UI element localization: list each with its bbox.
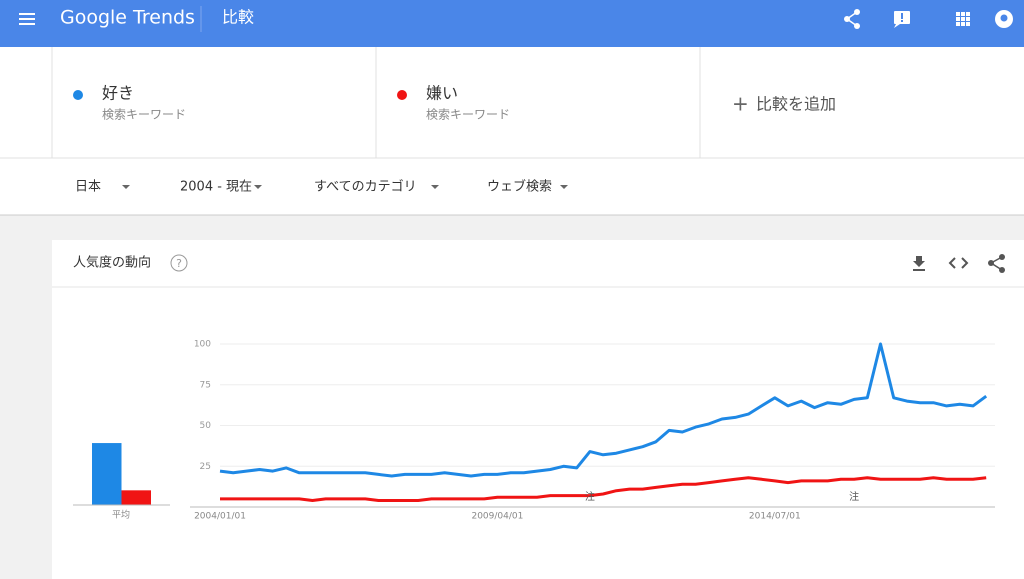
filter[interactable]: すべてのカテゴリ (314, 179, 417, 195)
filters: 日本 2004 - 現在 すべてのカテゴリ ウェブ検索 (75, 179, 568, 195)
svg-text:?: ? (176, 257, 182, 270)
embed-icon[interactable] (948, 257, 969, 269)
term-name[interactable]: 嫌い (426, 84, 458, 103)
term-type: 検索キーワード (426, 108, 510, 122)
annotation[interactable]: 注 (849, 490, 859, 503)
dropdown-arrow (560, 185, 568, 189)
filter[interactable]: ウェブ検索 (487, 179, 552, 195)
dropdown-arrow (122, 185, 130, 189)
logo[interactable]: Google Trends (60, 7, 195, 29)
add-term[interactable]: 比較を追加 (756, 95, 836, 114)
y-tick-label: 75 (200, 380, 211, 390)
menu-icon[interactable] (19, 13, 35, 25)
annotation[interactable]: 注 (585, 490, 595, 503)
dropdown-arrow (431, 185, 439, 189)
term-dot (73, 90, 83, 100)
term-borders (0, 47, 1024, 216)
term-type: 検索キーワード (102, 108, 186, 122)
x-tick-label: 2004/01/01 (194, 512, 246, 522)
share-icon[interactable] (844, 9, 860, 29)
add-icon[interactable]: + (732, 92, 749, 116)
y-tick-label: 50 (200, 421, 212, 431)
card (52, 240, 1024, 579)
download-icon[interactable] (913, 256, 925, 271)
x-tick-label: 2014/07/01 (749, 512, 801, 522)
feedback-icon[interactable] (894, 11, 910, 28)
average-label: 平均 (112, 509, 130, 521)
page-title: 比較 (222, 8, 254, 27)
series-line (220, 476, 987, 502)
x-tick-label: 2009/04/01 (471, 512, 523, 522)
card-title: 人気度の動向 (73, 255, 151, 271)
y-tick-label: 100 (194, 340, 211, 350)
series-line (219, 342, 988, 478)
apps-icon[interactable] (956, 12, 970, 26)
y-tick-label: 25 (200, 462, 211, 472)
card-share-icon[interactable] (988, 254, 1005, 273)
explore-panel (0, 47, 1024, 215)
term-dot (397, 90, 407, 100)
filter[interactable]: 2004 - 現在 (180, 180, 252, 195)
account-icon[interactable] (995, 10, 1013, 28)
dropdown-arrow (254, 185, 262, 189)
term-name[interactable]: 好き (102, 84, 134, 103)
average-bar (92, 443, 122, 505)
filter[interactable]: 日本 (75, 180, 101, 195)
average-bar (121, 490, 151, 505)
help-icon[interactable]: ? (170, 254, 188, 272)
